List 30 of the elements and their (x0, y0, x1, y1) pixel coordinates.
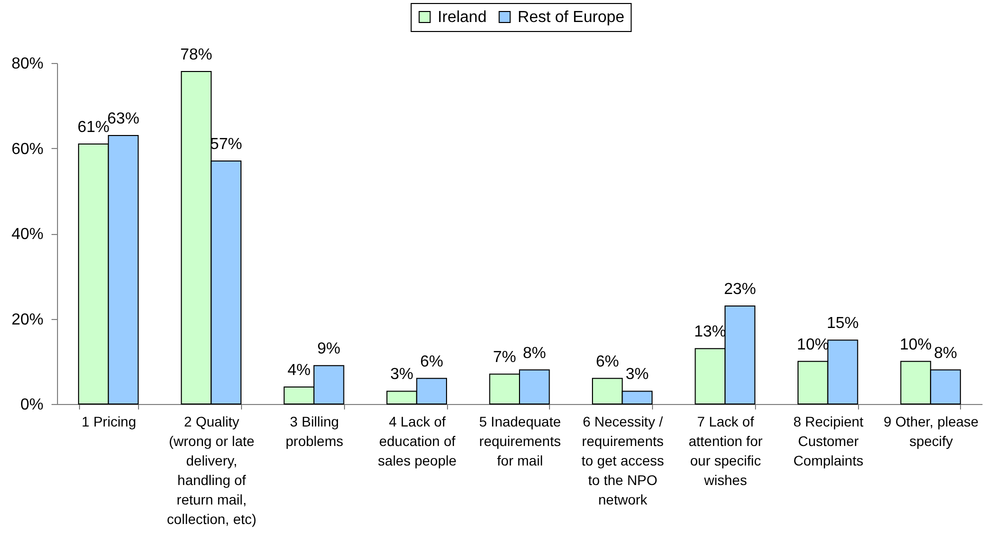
data-label: 8% (934, 344, 958, 362)
x-tick-label: 7 Lack of attention for our specific wishes (688, 414, 763, 488)
y-tick-label: 60% (11, 140, 44, 158)
legend-label: Ireland (438, 9, 487, 26)
x-tick-label: 8 Recipient Customer Complaints (793, 414, 864, 468)
data-label: 3% (390, 366, 414, 384)
data-label: 6% (596, 353, 619, 370)
y-tick-label: 20% (11, 311, 44, 328)
data-label: 7% (493, 349, 516, 366)
data-label: 9% (317, 340, 340, 358)
y-tick-label: 0% (20, 396, 44, 414)
data-label: 10% (900, 336, 932, 354)
x-tick-label: 5 Inadequate requirements for mail (479, 414, 562, 468)
x-tick-label: 2 Quality (wrong or late delivery, handling of return mail, collection, etc) (166, 414, 256, 527)
data-label: 78% (180, 46, 212, 64)
data-label: 8% (522, 344, 546, 362)
x-tick-label: 6 Necessity / requirements to get access to the NPO network (582, 414, 664, 508)
data-label: 4% (287, 362, 311, 379)
x-tick-label: 3 Billing problems (286, 414, 344, 449)
x-tick-label: 4 Lack of education of sales people (378, 414, 457, 468)
y-tick-label: 40% (11, 226, 44, 243)
legend-label: Rest of Europe (518, 9, 625, 26)
x-tick-label: 1 Pricing (82, 414, 136, 430)
data-label: 23% (724, 280, 756, 298)
data-label: 3% (626, 366, 649, 384)
data-label: 15% (826, 315, 859, 332)
x-tick-label: 9 Other, please specify (884, 414, 979, 449)
data-label: 6% (420, 353, 444, 370)
data-label: 61% (77, 118, 110, 136)
y-tick-label: 80% (11, 56, 44, 72)
